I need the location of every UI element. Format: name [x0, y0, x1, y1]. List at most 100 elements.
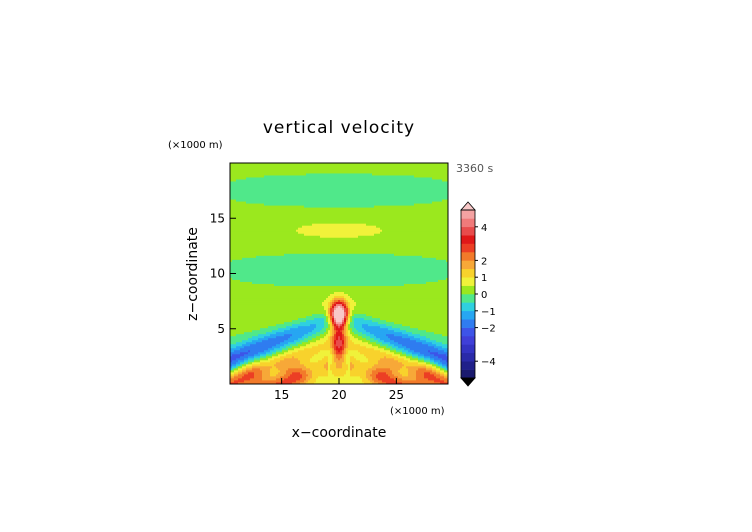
heatmap-cell — [238, 295, 241, 299]
heatmap-cell — [264, 261, 267, 264]
heatmap-cell — [238, 299, 241, 303]
heatmap-cell — [258, 331, 261, 335]
heatmap-cell — [286, 251, 289, 254]
heatmap-cell — [276, 191, 279, 194]
heatmap-cell — [232, 211, 235, 214]
heatmap-cell — [288, 207, 291, 210]
heatmap-cell — [282, 181, 285, 184]
heatmap-cell — [292, 283, 295, 286]
heatmap-cell — [292, 237, 295, 240]
heatmap-cell — [276, 273, 279, 276]
heatmap-cell — [246, 329, 249, 333]
heatmap-cell — [252, 305, 255, 309]
heatmap-cell — [270, 193, 273, 196]
heatmap-cell — [282, 179, 285, 182]
heatmap-cell — [244, 339, 247, 343]
heatmap-cell — [278, 211, 281, 214]
heatmap-cell — [284, 337, 287, 341]
heatmap-cell — [254, 229, 257, 232]
heatmap-cell — [294, 213, 297, 216]
heatmap-cell — [232, 361, 235, 365]
heatmap-cell — [284, 193, 287, 196]
heatmap-cell — [232, 285, 235, 288]
heatmap-cell — [266, 285, 269, 288]
heatmap-cell — [282, 271, 285, 274]
heatmap-cell — [270, 333, 273, 337]
heatmap-cell — [234, 311, 237, 315]
heatmap-cell — [276, 323, 279, 327]
heatmap-cell — [286, 203, 289, 206]
heatmap-cell — [230, 267, 233, 270]
heatmap-cell — [268, 343, 271, 347]
heatmap-cell — [260, 271, 263, 274]
heatmap-cell — [280, 319, 283, 323]
heatmap-cell — [240, 373, 243, 377]
heatmap-cell — [230, 207, 233, 210]
heatmap-cell — [254, 211, 257, 214]
heatmap-cell — [252, 263, 255, 266]
heatmap-cell — [240, 213, 243, 216]
heatmap-cell — [272, 199, 275, 202]
heatmap-cell — [290, 163, 293, 166]
heatmap-cell — [258, 199, 261, 202]
heatmap-cell — [242, 239, 245, 242]
heatmap-cell — [248, 295, 251, 299]
heatmap-cell — [246, 377, 249, 381]
heatmap-cell — [294, 215, 297, 218]
heatmap-cell — [292, 259, 295, 262]
heatmap-cell — [230, 321, 233, 325]
heatmap-cell — [298, 241, 301, 244]
heatmap-cell — [248, 173, 251, 176]
heatmap-cell — [298, 347, 301, 351]
heatmap-cell — [264, 225, 267, 228]
heatmap-cell — [276, 371, 279, 375]
heatmap-cell — [248, 313, 251, 317]
heatmap-cell — [270, 209, 273, 212]
heatmap-cell — [242, 177, 245, 180]
heatmap-cell — [294, 189, 297, 192]
heatmap-cell — [248, 227, 251, 230]
heatmap-cell — [252, 257, 255, 260]
heatmap-cell — [282, 309, 285, 313]
heatmap-cell — [276, 189, 279, 192]
heatmap-cell — [260, 337, 263, 341]
heatmap-cell — [284, 195, 287, 198]
heatmap-cell — [236, 207, 239, 210]
heatmap-cell — [284, 335, 287, 339]
heatmap-cell — [276, 291, 279, 294]
heatmap-cell — [298, 291, 301, 294]
heatmap-cell — [242, 325, 245, 329]
heatmap-cell — [294, 205, 297, 208]
heatmap-cell — [292, 271, 295, 274]
heatmap-cell — [284, 295, 287, 299]
heatmap-cell — [262, 309, 265, 313]
heatmap-cell — [248, 275, 251, 278]
heatmap-cell — [244, 181, 247, 184]
heatmap-cell — [264, 251, 267, 254]
heatmap-cell — [242, 265, 245, 268]
heatmap-cell — [284, 359, 287, 363]
heatmap-cell — [276, 295, 279, 299]
heatmap-cell — [252, 365, 255, 369]
heatmap-cell — [266, 193, 269, 196]
heatmap-cell — [288, 261, 291, 264]
heatmap-cell — [278, 381, 281, 385]
heatmap-cell — [260, 351, 263, 355]
heatmap-cell — [252, 367, 255, 371]
heatmap-cell — [244, 193, 247, 196]
heatmap-cell — [294, 289, 297, 292]
heatmap-cell — [244, 379, 247, 383]
heatmap-cell — [292, 309, 295, 313]
heatmap-cell — [274, 167, 277, 170]
heatmap-cell — [276, 251, 279, 254]
heatmap-cell — [262, 343, 265, 347]
heatmap-cell — [286, 263, 289, 266]
heatmap-cell — [286, 349, 289, 353]
heatmap-cell — [250, 189, 253, 192]
heatmap-cell — [260, 215, 263, 218]
heatmap-cell — [232, 185, 235, 188]
heatmap-cell — [266, 275, 269, 278]
heatmap-cell — [250, 191, 253, 194]
heatmap-cell — [252, 303, 255, 307]
heatmap-cell — [246, 217, 249, 220]
